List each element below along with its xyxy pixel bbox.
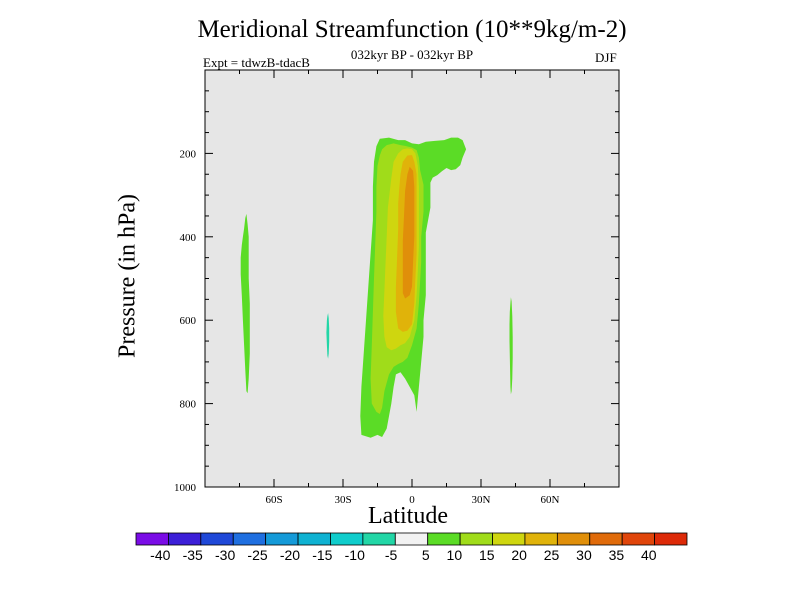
x-axis-label: Latitude — [368, 503, 448, 529]
colorbar-swatch — [589, 532, 623, 546]
colorbar-label: 40 — [641, 547, 657, 563]
colorbar-label: -35 — [183, 547, 203, 563]
experiment-label: Expt = tdwzB-tdacB — [203, 55, 310, 70]
contour-main-cell-25 — [402, 166, 415, 299]
colorbar-swatch — [168, 532, 202, 546]
contour-nh-blob-5 — [509, 297, 513, 395]
axis-layer: 200 400 600 800 1000 60S 30S 0 30N 60N — [174, 70, 619, 506]
y-tick-label: 800 — [180, 399, 197, 411]
colorbar-swatch — [427, 532, 461, 546]
colorbar-swatch — [330, 532, 364, 546]
colorbar-swatch — [524, 532, 558, 546]
colorbar-swatch — [362, 532, 396, 546]
colorbar-label: -40 — [150, 547, 170, 563]
x-tick-label: 60S — [265, 494, 282, 506]
colorbar-label: -10 — [345, 547, 365, 563]
y-tick-label: 400 — [180, 232, 197, 244]
colorbar-swatch — [232, 532, 267, 546]
contour-layer — [240, 137, 513, 438]
colorbar-swatch — [297, 532, 331, 546]
colorbar-label: 30 — [576, 547, 592, 563]
colorbar-swatch — [556, 532, 591, 546]
colorbar-swatch — [200, 532, 234, 546]
colorbar-label: 20 — [511, 547, 527, 563]
x-tick-label: 30N — [472, 494, 491, 506]
y-tick-label: 600 — [180, 315, 197, 327]
colorbar: -40 -35 -30 -25 -20 -15 -10 -5 5 10 15 20 25 30 35 40 — [135, 532, 688, 563]
colorbar-label: 25 — [544, 547, 560, 563]
colorbar-label: -15 — [312, 547, 332, 563]
y-tick-label: 1000 — [174, 482, 197, 494]
colorbar-label: -20 — [280, 547, 300, 563]
colorbar-swatch — [265, 532, 299, 546]
colorbar-swatch — [135, 532, 169, 546]
colorbar-label: -5 — [385, 547, 398, 563]
colorbar-swatch — [459, 532, 493, 546]
colorbar-swatch — [621, 532, 655, 546]
colorbar-swatch — [492, 532, 526, 546]
colorbar-label: 10 — [447, 547, 463, 563]
x-tick-label: 0 — [409, 494, 415, 506]
chart-title: Meridional Streamfunction (10**9kg/m-2) — [197, 16, 627, 43]
x-tick-label: 30S — [334, 494, 351, 506]
contour-sh-blob-neg5 — [326, 313, 330, 359]
colorbar-label: -30 — [215, 547, 235, 563]
y-tick-label: 200 — [180, 148, 197, 160]
colorbar-label: -25 — [247, 547, 267, 563]
contour-sh-blob-5 — [240, 213, 250, 394]
colorbar-label: 35 — [609, 547, 625, 563]
chart-subtitle: 032kyr BP - 032kyr BP — [350, 47, 474, 62]
colorbar-swatch — [654, 532, 688, 546]
x-tick-label: 60N — [541, 494, 560, 506]
season-label: DJF — [595, 50, 617, 65]
colorbar-swatch — [394, 532, 429, 546]
colorbar-label: 5 — [422, 547, 430, 563]
colorbar-label: 15 — [479, 547, 495, 563]
